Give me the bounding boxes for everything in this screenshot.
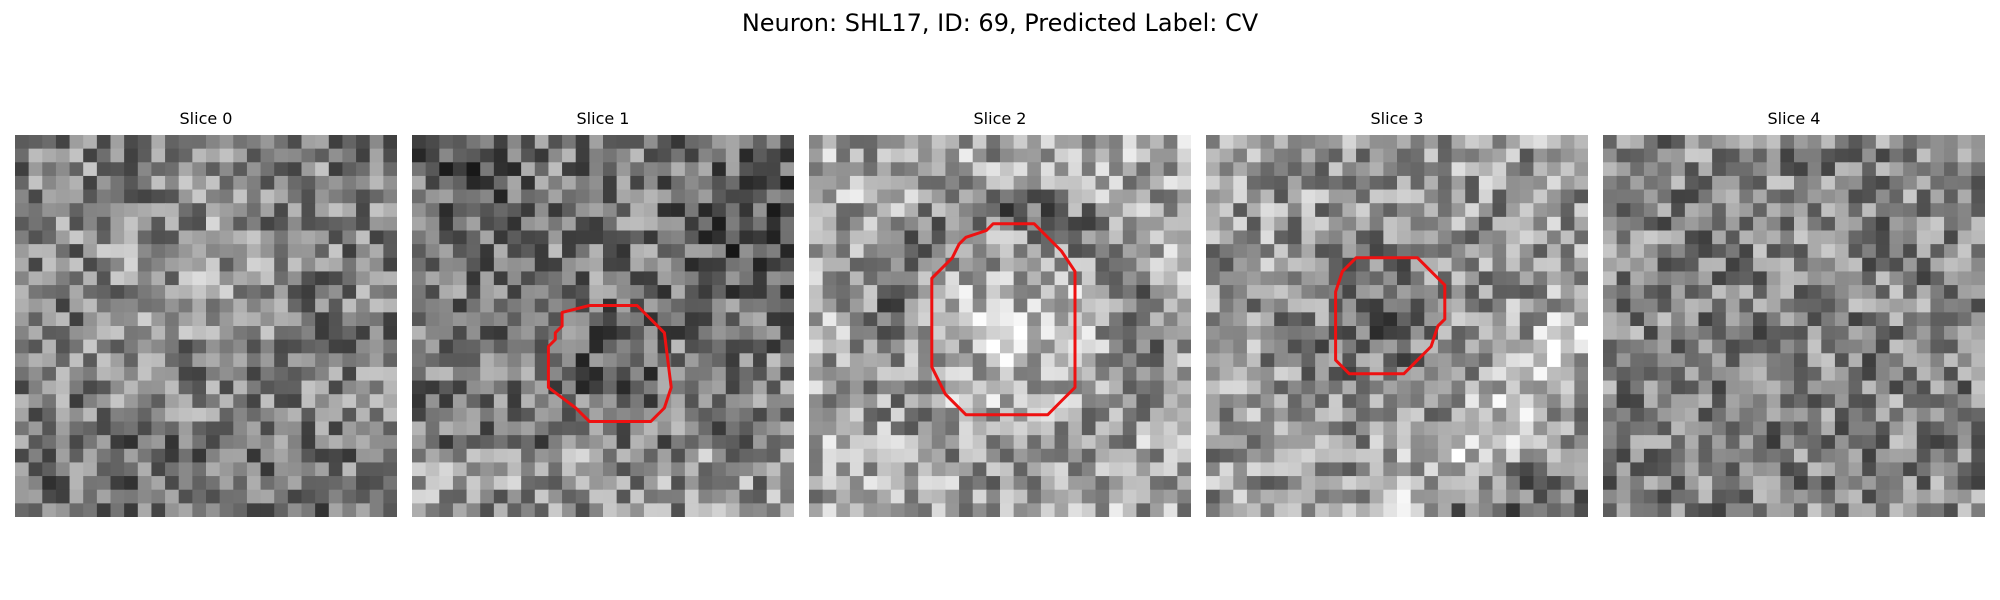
slice-title: Slice 4 xyxy=(1603,108,1985,130)
slice-image xyxy=(15,135,397,517)
slice-image xyxy=(1603,135,1985,517)
slice-image xyxy=(1206,135,1588,517)
slice-panel-3: Slice 3 xyxy=(1206,108,1588,517)
slice-image xyxy=(412,135,794,517)
slice-title: Slice 2 xyxy=(809,108,1191,130)
slice-panel-1: Slice 1 xyxy=(412,108,794,517)
slice-panel-2: Slice 2 xyxy=(809,108,1191,517)
slice-panel-0: Slice 0 xyxy=(15,108,397,517)
slice-title: Slice 0 xyxy=(15,108,397,130)
figure-title: Neuron: SHL17, ID: 69, Predicted Label: … xyxy=(0,6,2000,40)
slice-image xyxy=(809,135,1191,517)
slice-panel-4: Slice 4 xyxy=(1603,108,1985,517)
slice-title: Slice 3 xyxy=(1206,108,1588,130)
slice-title: Slice 1 xyxy=(412,108,794,130)
